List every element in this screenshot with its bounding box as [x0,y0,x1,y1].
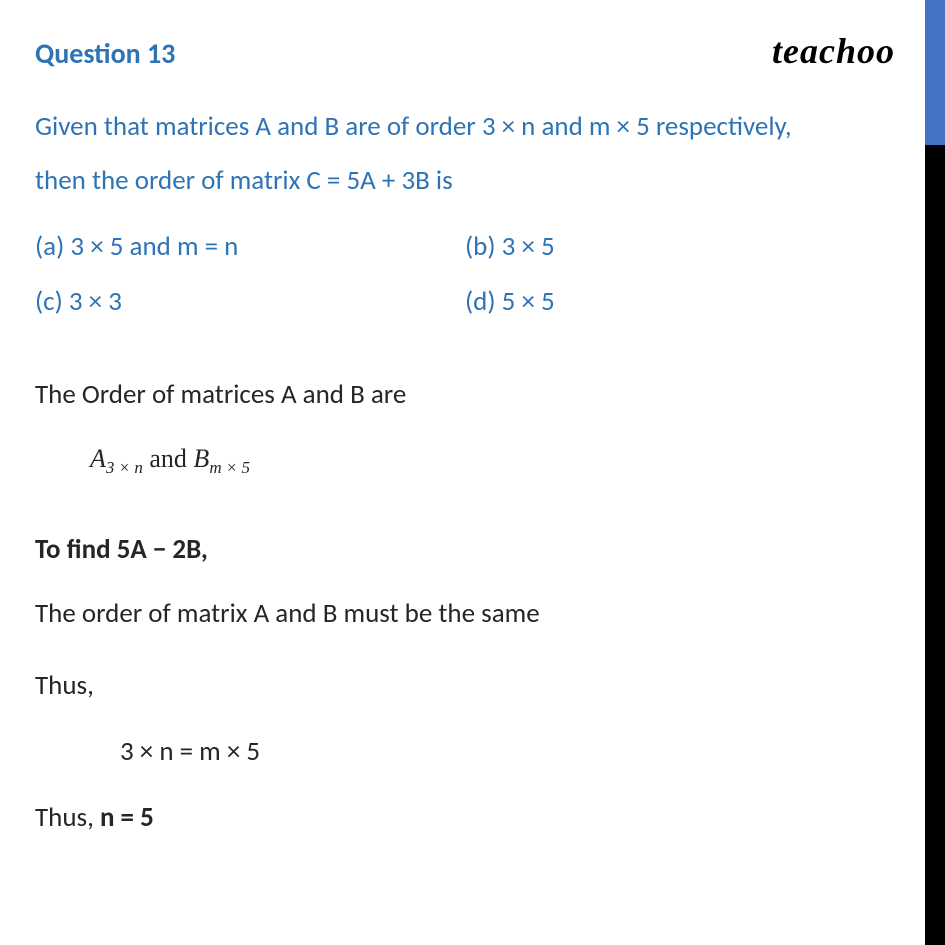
options-grid: (a) 3 × 5 and m = n (b) 3 × 5 (c) 3 × 3 … [35,230,895,318]
sidebar-top [925,0,945,145]
solution-intro: The Order of matrices A and B are [35,373,895,416]
rule-text: The order of matrix A and B must be the … [35,592,895,635]
question-label: Question 13 [35,36,175,71]
option-a: (a) 3 × 5 and m = n [35,230,465,263]
math-and: and [143,444,194,473]
option-d: (d) 5 × 5 [465,285,895,318]
math-B: B [193,444,209,473]
option-c: (c) 3 × 3 [35,285,465,318]
sidebar-bottom [925,145,945,945]
thus-2-prefix: Thus, [35,801,100,834]
math-B-sub: m × 5 [209,458,250,477]
sidebar-decoration [925,0,945,945]
question-text: Given that matrices A and B are of order… [35,100,895,208]
thus-1: Thus, [35,664,895,707]
math-expression: A3 × n and Bm × 5 [90,444,895,478]
option-b: (b) 3 × 5 [465,230,895,263]
question-line-1: Given that matrices A and B are of order… [35,110,792,143]
brand-logo: teachoo [772,30,895,72]
question-line-2: then the order of matrix C = 5A + 3B is [35,164,453,197]
to-find-heading: To find 5A − 2B, [35,533,895,566]
thus-2-bold: n = 5 [100,801,154,834]
equation-line: 3 × n = m × 5 [120,735,895,768]
math-A-sub: 3 × n [106,458,143,477]
header-row: Question 13 teachoo [35,30,895,72]
math-A: A [90,444,106,473]
thus-2: Thus, n = 5 [35,796,895,839]
